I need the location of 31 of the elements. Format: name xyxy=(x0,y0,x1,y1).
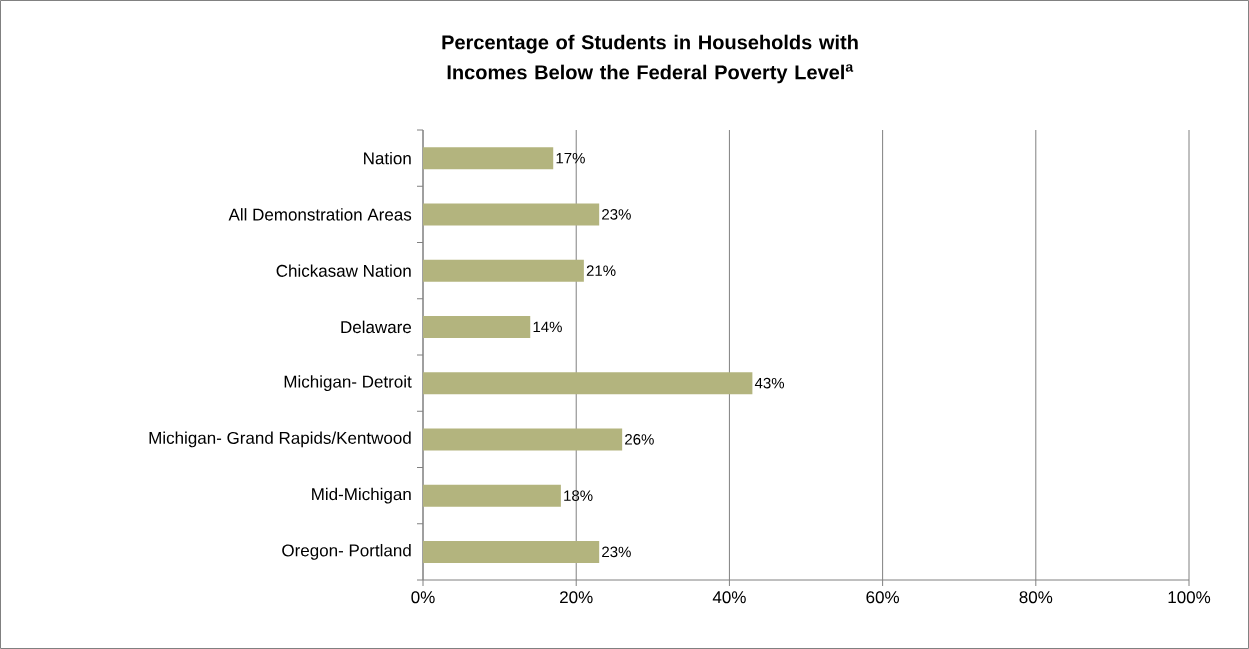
x-tick-label: 40% xyxy=(712,591,746,604)
x-tick-label: 20% xyxy=(560,591,593,604)
y-tick-label: Michigan- Detroit xyxy=(284,375,412,392)
bar xyxy=(423,372,753,395)
bar xyxy=(423,428,623,451)
bar xyxy=(423,484,561,507)
data-label: 21% xyxy=(586,265,616,276)
data-label: 26% xyxy=(625,434,654,445)
x-tick-label: 0% xyxy=(411,591,435,604)
x-tick-label: 100% xyxy=(1168,591,1211,604)
bar xyxy=(423,147,554,170)
chart-title: Percentage of Students in Households with Incomes Below the Federal Poverty Level$^{a}$ xyxy=(442,34,858,84)
x-tick-label: 60% xyxy=(866,591,900,604)
y-tick-label: Delaware xyxy=(341,320,412,334)
bar xyxy=(423,540,600,563)
bar xyxy=(423,315,531,338)
data-label: 43% xyxy=(754,377,785,389)
y-tick-label: Mid-Michigan xyxy=(312,487,411,504)
bar xyxy=(423,259,584,282)
data-label: 23% xyxy=(602,209,631,220)
data-label: 14% xyxy=(533,321,562,333)
data-label: 23% xyxy=(602,546,631,558)
y-tick-label: Chickasaw Nation xyxy=(276,264,411,277)
y-tick-label: Oregon- Portland xyxy=(282,543,411,560)
data-label: 17% xyxy=(556,152,585,164)
y-tick-label: All Demonstration Areas xyxy=(228,208,412,221)
x-tick-label: 80% xyxy=(1019,591,1053,604)
y-tick-label: Michigan- Grand Rapids/Kentwood xyxy=(149,431,411,448)
bar xyxy=(423,203,600,226)
data-label: 18% xyxy=(564,490,593,501)
y-tick-label: Nation xyxy=(364,151,411,165)
